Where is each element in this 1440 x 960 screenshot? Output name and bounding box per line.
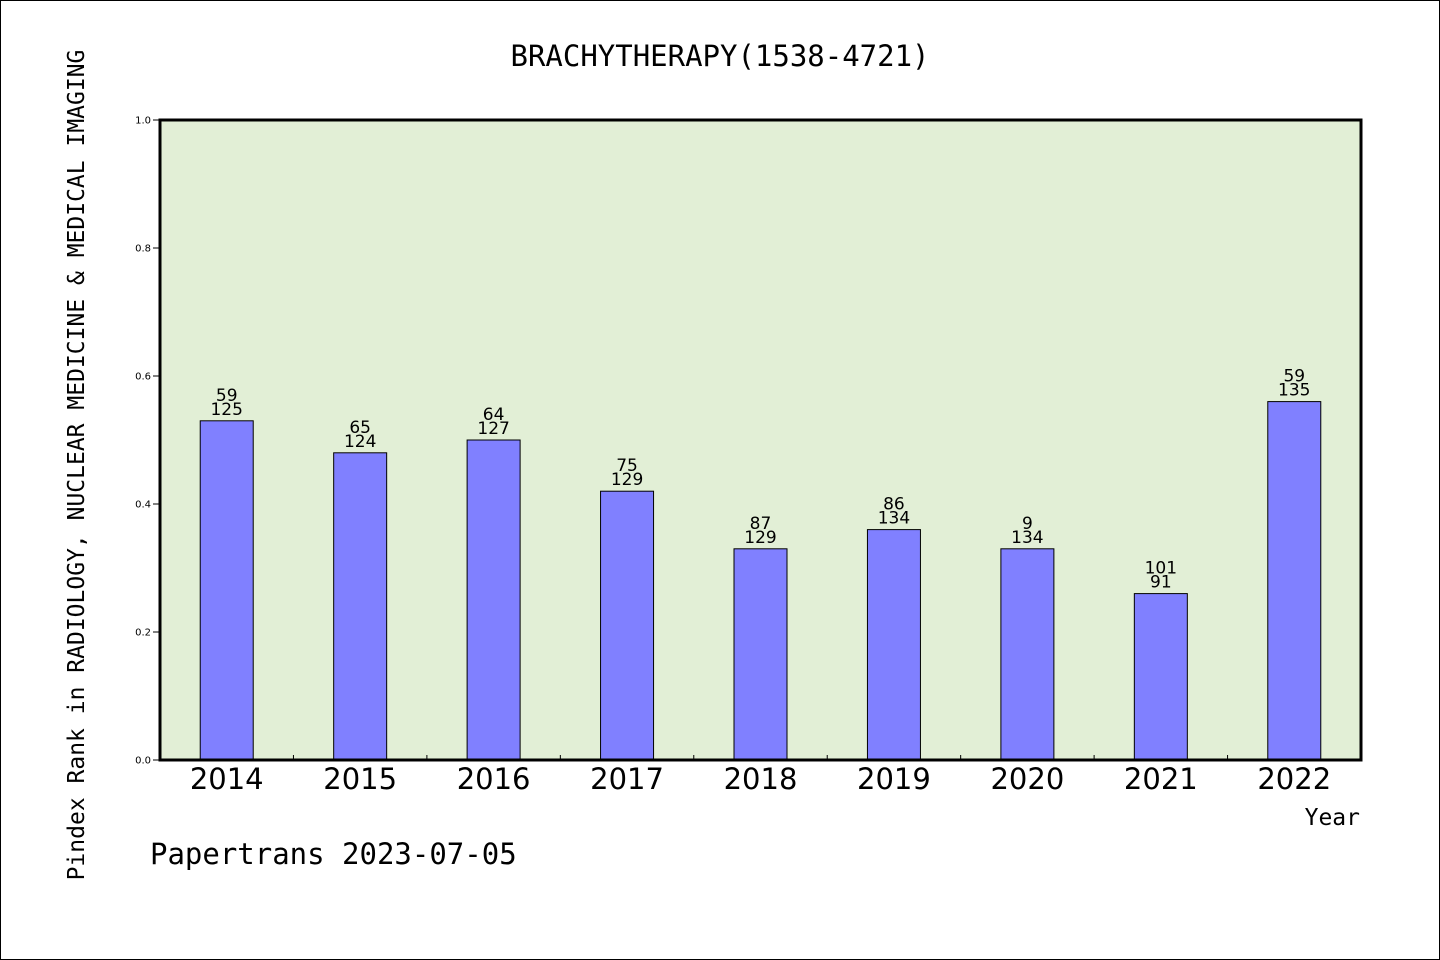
y-tick-label: 0.2	[135, 628, 151, 639]
bar-2014	[199, 420, 254, 761]
x-tick-label-2016: 2016	[457, 762, 531, 796]
bar-2016	[466, 439, 521, 761]
data-label-bottom-2022: 135	[1278, 381, 1310, 401]
bar-2020	[1000, 548, 1055, 761]
y-tick-label: 0.6	[135, 372, 151, 383]
data-label-top-2021: 101	[1145, 559, 1177, 579]
x-tick-label-2014: 2014	[190, 762, 264, 796]
bar-2022	[1267, 401, 1322, 761]
data-label-top-2018: 87	[750, 514, 772, 534]
data-label-bottom-2017: 129	[611, 470, 643, 490]
chart-title: BRACHYTHERAPY(1538-4721)	[510, 39, 929, 73]
footer-text: Papertrans 2023-07-05	[150, 837, 517, 871]
data-label-bottom-2021: 91	[1150, 573, 1172, 593]
x-tick-label-2020: 2020	[990, 762, 1064, 796]
bar-2017	[600, 490, 655, 761]
data-label-top-2019: 86	[883, 495, 905, 515]
x-tick-label-2018: 2018	[724, 762, 798, 796]
x-tick-label-2019: 2019	[857, 762, 931, 796]
y-axis-label: Pindex Rank in RADIOLOGY, NUCLEAR MEDICI…	[64, 50, 90, 881]
x-axis-label: Year	[1305, 805, 1360, 831]
bar-2018	[733, 548, 788, 761]
bar-2019	[866, 529, 921, 761]
data-label-bottom-2016: 127	[477, 419, 509, 439]
data-label-bottom-2019: 134	[878, 509, 910, 529]
x-tick-label-2022: 2022	[1257, 762, 1331, 796]
y-tick-label: 0.8	[135, 244, 151, 255]
y-tick-label: 0.4	[135, 500, 151, 511]
y-axis-ticks: 0.0 0.2 0.4 0.6 0.8 1.0	[135, 116, 160, 767]
data-label-top-2020: 9	[1022, 514, 1033, 534]
data-label-bottom-2014: 125	[210, 400, 242, 420]
data-label-top-2014: 59	[216, 386, 238, 406]
bar-2015	[333, 452, 388, 761]
data-label-top-2015: 65	[349, 418, 371, 438]
data-label-top-2016: 64	[483, 405, 505, 425]
bar-2021	[1133, 593, 1188, 761]
bar-series	[199, 401, 1322, 761]
x-axis-ticks: 2014 2015 2016 2017 2018 2019 2020 2021 2022	[190, 755, 1331, 796]
y-tick-label: 1.0	[135, 116, 151, 127]
data-label-bottom-2020: 134	[1011, 528, 1043, 548]
data-label-bottom-2015: 124	[344, 432, 376, 452]
plot-border	[158, 118, 1363, 762]
x-tick-label-2015: 2015	[323, 762, 397, 796]
x-tick-label-2021: 2021	[1124, 762, 1198, 796]
x-tick-label-2017: 2017	[590, 762, 664, 796]
data-label-bottom-2018: 129	[744, 528, 776, 548]
data-label-top-2017: 75	[616, 456, 638, 476]
y-tick-label: 0.0	[135, 756, 151, 767]
data-label-top-2022: 59	[1283, 367, 1305, 387]
